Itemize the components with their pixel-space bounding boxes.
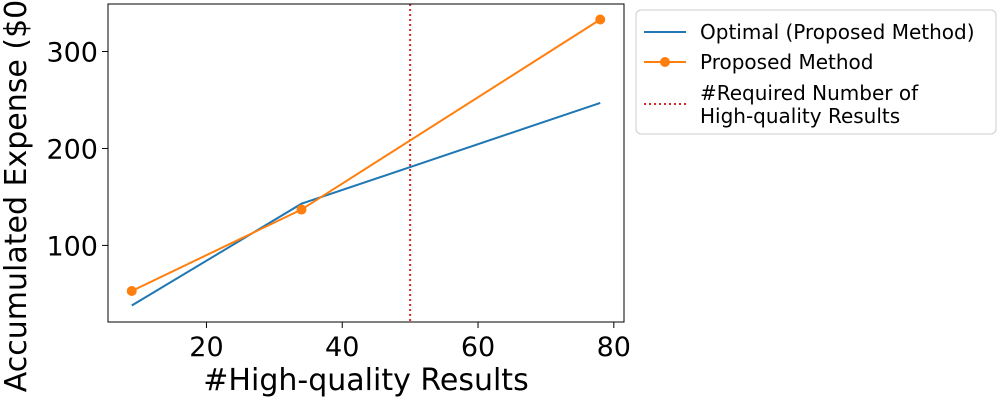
legend: Optimal (Proposed Method) Proposed Metho… — [635, 9, 997, 135]
x-tick-label: 60 — [461, 332, 495, 363]
series-line-0 — [131, 101, 601, 307]
y-tick-label: 100 — [46, 231, 98, 262]
axes — [102, 3, 625, 328]
legend-marker-proposed — [660, 57, 670, 67]
axes-frame — [107, 3, 625, 323]
y-tick-label: 200 — [46, 134, 98, 165]
x-axis-label: #High-quality Results — [203, 363, 528, 398]
x-tick-label: 80 — [597, 332, 631, 363]
legend-frame — [635, 9, 997, 135]
x-tick-label: 20 — [189, 332, 223, 363]
series-1-point — [126, 285, 137, 296]
legend-label-optimal: Optimal (Proposed Method) — [700, 20, 975, 44]
y-axis-label: Accumulated Expense ($0 — [0, 0, 34, 392]
legend-label-required-line2: High-quality Results — [700, 104, 900, 128]
y-tick-label: 300 — [46, 38, 98, 69]
series-1-point — [595, 14, 606, 25]
legend-label-proposed: Proposed Method — [700, 50, 873, 74]
tick-labels: 20 40 60 80 100 200 300 — [46, 38, 631, 363]
legend-label-required-line1: #Required Number of — [700, 81, 919, 105]
series-1-point — [296, 204, 307, 215]
plot-area — [126, 4, 606, 322]
x-tick-label: 40 — [325, 332, 359, 363]
